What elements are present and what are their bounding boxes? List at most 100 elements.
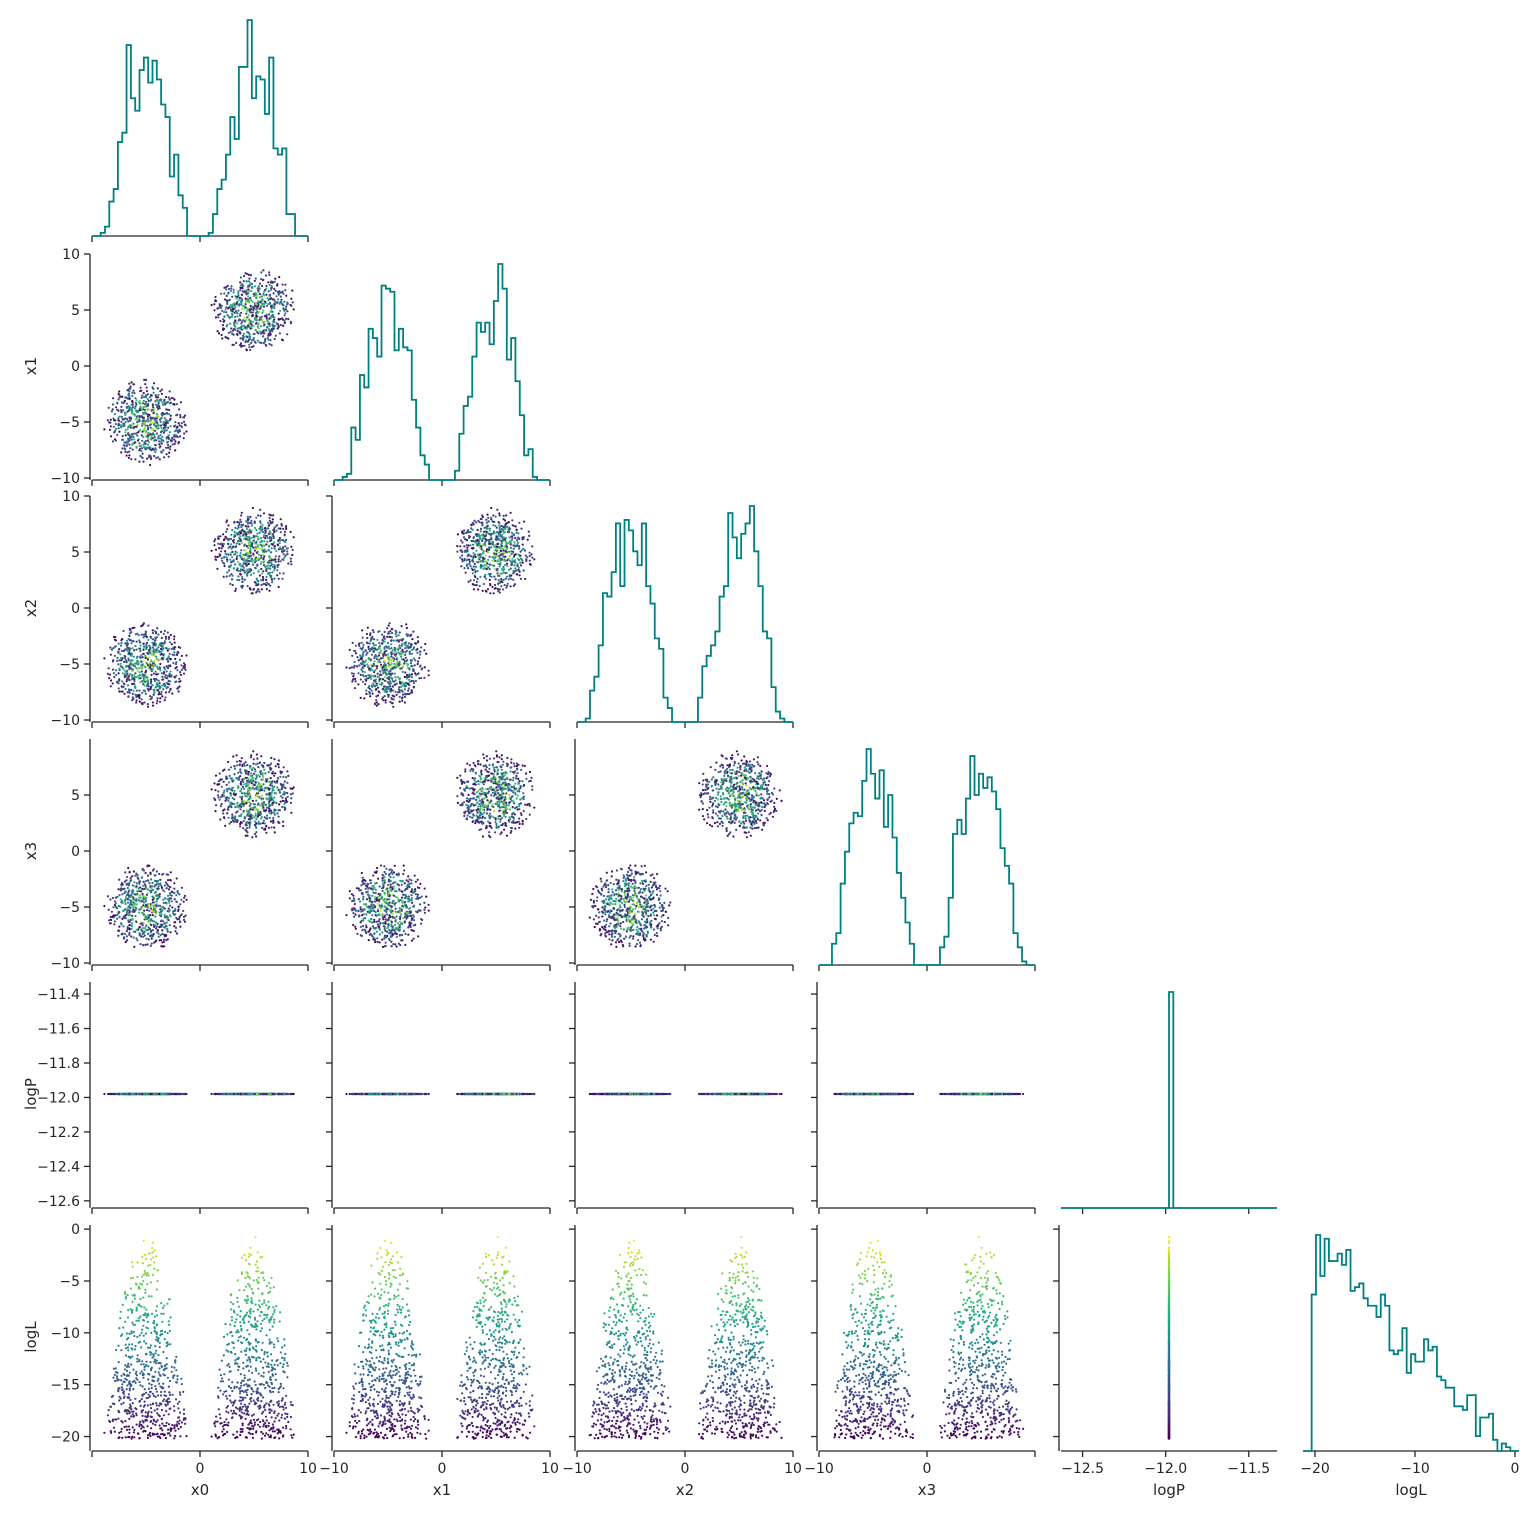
scatter-point — [133, 413, 136, 416]
scatter-point — [462, 536, 466, 539]
scatter-point — [272, 514, 275, 517]
scatter-point — [163, 400, 166, 403]
scatter-point — [124, 396, 127, 399]
scatter-point — [229, 305, 232, 308]
scatter-point — [404, 671, 407, 674]
scatter-point — [383, 675, 386, 678]
scatter-point — [245, 335, 248, 338]
scatter-point — [131, 906, 134, 909]
scatter-point — [177, 690, 180, 693]
scatter-point — [273, 287, 276, 290]
scatter-point — [274, 558, 277, 561]
scatter-point — [238, 521, 241, 524]
scatter-point — [504, 540, 507, 543]
scatter-point — [152, 896, 155, 900]
scatter-point — [250, 519, 253, 522]
scatter-point — [413, 646, 416, 649]
scatter-point — [127, 695, 130, 698]
scatter-point — [490, 506, 493, 510]
scatter-point — [248, 277, 251, 280]
scatter-point — [505, 548, 508, 551]
scatter-point — [169, 878, 172, 882]
scatter-point — [165, 401, 168, 404]
scatter-point — [133, 683, 136, 687]
scatter-point — [387, 624, 390, 627]
scatter-point — [383, 647, 386, 651]
scatter-point — [233, 530, 236, 534]
scatter-point — [512, 533, 515, 536]
scatter-point — [390, 643, 393, 646]
scatter-point — [223, 564, 226, 568]
scatter-point — [243, 792, 246, 795]
scatter-point — [404, 651, 407, 654]
scatter-point — [247, 295, 250, 298]
scatter-point — [162, 439, 165, 442]
scatter-point — [267, 809, 271, 813]
scatter-point — [173, 398, 176, 401]
scatter-point — [150, 886, 153, 889]
scatter-point — [167, 426, 170, 429]
scatter-point — [126, 893, 129, 896]
scatter-point — [167, 667, 170, 670]
scatter-point — [528, 551, 531, 554]
scatter-point — [131, 875, 134, 878]
scatter-point — [255, 528, 258, 532]
scatter-point — [173, 442, 176, 445]
scatter-point — [119, 424, 122, 427]
scatter-point — [213, 544, 216, 547]
scatter-point — [138, 908, 141, 912]
scatter-point — [393, 672, 396, 675]
scatter-point — [248, 587, 251, 590]
scatter-point — [153, 910, 156, 914]
scatter-point — [214, 810, 217, 813]
scatter-point — [264, 534, 268, 538]
scatter-point — [163, 890, 166, 893]
scatter-point — [352, 672, 355, 675]
scatter-point — [404, 656, 407, 660]
scatter-point — [522, 569, 525, 572]
scatter-point — [456, 545, 459, 548]
scatter-point — [282, 820, 285, 823]
scatter-point — [219, 543, 222, 546]
scatter-point — [243, 783, 246, 786]
scatter-point — [229, 551, 232, 554]
scatter-point — [251, 799, 254, 803]
scatter-point — [158, 939, 161, 942]
scatter-point — [169, 915, 172, 918]
scatter-point — [139, 681, 142, 684]
scatter-point — [369, 658, 372, 661]
scatter-point — [179, 920, 182, 924]
scatter-point — [115, 427, 118, 430]
scatter-point — [143, 396, 146, 399]
scatter-point — [506, 559, 509, 562]
scatter-point — [138, 911, 141, 914]
scatter-point — [267, 281, 270, 284]
scatter-point — [493, 583, 497, 587]
scatter-point — [156, 414, 159, 417]
scatter-point — [516, 539, 519, 542]
scatter-point — [418, 656, 421, 660]
scatter-point — [274, 334, 277, 337]
scatter-point — [291, 301, 294, 304]
scatter-point — [283, 802, 286, 805]
scatter-point — [505, 586, 508, 589]
scatter-point — [359, 696, 362, 700]
scatter-point — [127, 677, 130, 680]
scatter-point — [357, 659, 360, 662]
scatter-point — [463, 557, 466, 560]
scatter-point — [260, 537, 263, 540]
scatter-point — [146, 413, 149, 416]
scatter-point — [510, 539, 513, 542]
scatter-point — [360, 668, 363, 671]
scatter-point — [117, 888, 120, 891]
scatter-point — [513, 564, 516, 567]
scatter-point — [180, 886, 183, 889]
scatter-point — [268, 283, 271, 286]
scatter-point — [229, 289, 232, 292]
scatter-point — [290, 545, 293, 548]
scatter-point — [246, 584, 249, 588]
scatter-point — [252, 553, 255, 556]
scatter-point — [128, 905, 131, 908]
scatter-point — [247, 307, 250, 310]
scatter-point — [250, 311, 253, 314]
